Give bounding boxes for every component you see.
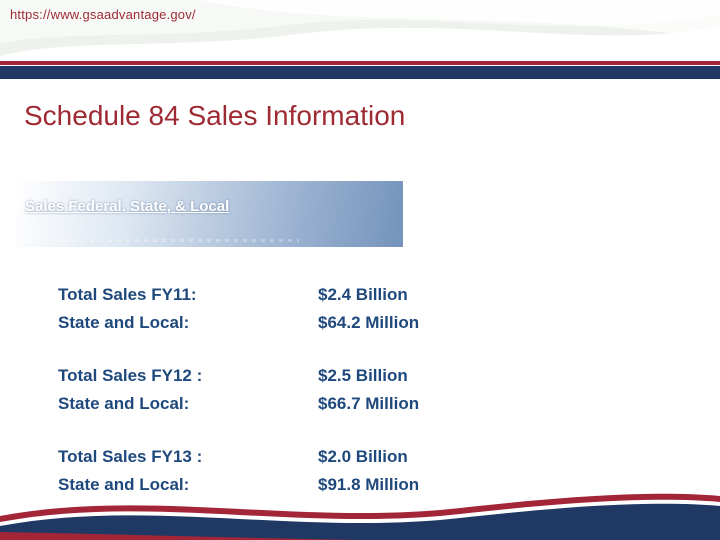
panel-header: Sales Federal, State, & Local xyxy=(25,198,230,215)
row-label-line1: Total Sales FY13 : xyxy=(58,447,203,466)
row-value: $2.0 Billion $91.8 Million xyxy=(318,443,678,499)
divider-navy-stripe xyxy=(0,66,720,79)
row-value-line1: $2.0 Billion xyxy=(318,447,408,466)
row-value-line2: $91.8 Million xyxy=(318,475,420,494)
row-value-line1: $2.4 Billion xyxy=(318,285,408,304)
table-row: Total Sales FY11: State and Local: $2.4 … xyxy=(58,281,678,337)
panel-clipped-text-decoration xyxy=(27,239,299,242)
row-label-line1: Total Sales FY12 : xyxy=(58,366,203,385)
row-value: $2.5 Billion $66.7 Million xyxy=(318,362,678,418)
row-label: Total Sales FY13 : State and Local: xyxy=(58,443,318,499)
row-value: $2.4 Billion $64.2 Million xyxy=(318,281,678,337)
divider-red-stripe xyxy=(0,61,720,65)
row-label: Total Sales FY11: State and Local: xyxy=(58,281,318,337)
page-title: Schedule 84 Sales Information xyxy=(24,100,406,131)
sales-rows: Total Sales FY11: State and Local: $2.4 … xyxy=(58,281,678,499)
row-label: Total Sales FY12 : State and Local: xyxy=(58,362,318,418)
row-value-line2: $66.7 Million xyxy=(318,394,420,413)
row-label-line1: Total Sales FY11: xyxy=(58,285,197,304)
row-label-line2: State and Local: xyxy=(58,475,190,494)
row-label-line2: State and Local: xyxy=(58,394,190,413)
row-value-line2: $64.2 Million xyxy=(318,313,420,332)
row-label-line2: State and Local: xyxy=(58,313,190,332)
row-value-line1: $2.5 Billion xyxy=(318,366,408,385)
divider-bar xyxy=(0,61,720,79)
url-text: https://www.gsaadvantage.gov/ xyxy=(10,7,196,22)
table-row: Total Sales FY13 : State and Local: $2.0… xyxy=(58,443,678,499)
table-row: Total Sales FY12 : State and Local: $2.5… xyxy=(58,362,678,418)
panel-clipped-fragment: i xyxy=(25,240,28,247)
divider-gap xyxy=(0,65,720,66)
sales-panel: Sales Federal, State, & Local i xyxy=(15,181,403,247)
